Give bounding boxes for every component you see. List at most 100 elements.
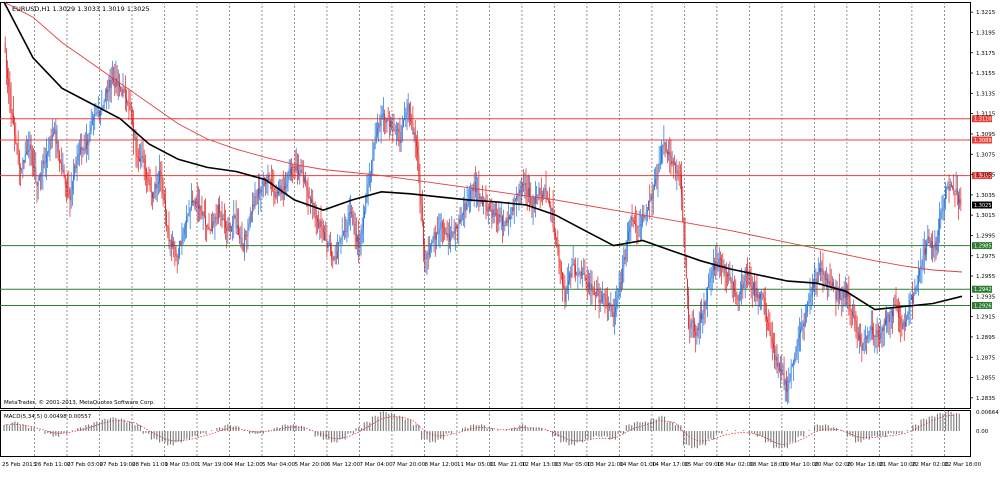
candle-body [711,270,713,277]
x-tick-label: 5 Mar 20:00 [294,462,328,468]
candle-body [571,265,573,277]
candle-body [373,142,375,156]
candle-body [613,312,615,317]
candle-body [119,82,120,88]
candle-body [880,332,882,339]
candle-body [573,263,575,265]
candle-body [318,222,320,228]
candle-body [385,120,387,123]
candle-body [683,221,685,236]
candle-body [481,200,483,207]
candle-body [352,214,354,225]
candle-body [466,202,468,210]
candle-body [889,312,891,323]
level-badge [972,201,992,209]
candle-body [886,315,887,325]
candle-body [18,153,20,168]
candle-body [870,326,872,330]
candle-body [130,110,132,119]
candle-body [919,269,920,276]
candle-body [315,215,317,219]
level-badge [972,301,992,309]
candle-body [856,325,858,333]
candle-body [143,158,145,169]
candle-body [606,304,608,306]
macd-y-label: 0.00 [976,429,989,435]
candle-body [565,291,567,303]
candle-body [239,235,241,239]
candle-body [141,156,143,158]
x-tick-label: 13 Mar 21:00 [587,462,624,468]
candle-body [698,321,700,331]
candle-body [844,291,846,298]
candle-body [219,204,221,213]
macd-y-label: 0.00664 [976,410,999,416]
y-tick-label: 1.2955 [976,274,996,280]
candle-body [634,221,635,224]
candle-body [850,310,852,312]
candle-body [690,322,692,329]
candle-body [691,320,693,323]
candle-body [465,203,467,210]
x-tick-label: 14 Mar 17:00 [652,462,689,468]
candle-body [13,114,14,125]
candle-body [102,106,104,108]
level-badge-label: 1.2942 [974,287,992,293]
candle-body [46,154,47,163]
candle-body [941,210,943,212]
candle-body [915,287,917,288]
candle-body [509,217,510,220]
candle-body [511,207,513,216]
candle-body [54,129,56,134]
candle-body [213,222,215,224]
candle-body [582,274,583,276]
candle-body [796,345,798,352]
candle-body [879,337,880,339]
candle-body [907,314,909,320]
candle-body [721,259,723,267]
candle-body [557,239,559,248]
y-tick-label: 1.3095 [976,132,996,138]
x-tick-label: 18 Mar 18:00 [749,462,786,468]
candle-body [862,343,864,351]
candle-body [63,169,65,175]
candle-body [699,313,701,322]
candle-body [453,231,455,234]
candle-body [160,171,162,175]
candle-body [817,271,819,283]
candle-body [254,196,256,207]
candle-body [758,294,760,299]
candle-body [715,261,717,271]
candle-body [536,194,538,196]
candle-body [388,119,390,127]
candle-body [559,261,561,268]
candle-body [61,162,63,171]
candle-body [56,141,58,144]
y-tick-label: 1.2895 [976,335,996,341]
candle-body [681,174,682,198]
candle-body [313,203,315,205]
candle-body [86,141,87,149]
candle-body [628,232,629,240]
candle-body [533,197,535,204]
candle-body [809,295,811,303]
candle-body [439,227,441,231]
candle-body [760,293,761,299]
candle-body [212,222,213,232]
candle-body [678,174,680,176]
candle-body [265,180,267,184]
candle-body [220,212,222,215]
candle-body [503,225,505,227]
candle-body [781,368,783,375]
candle-body [234,215,236,219]
candle-body [882,327,884,332]
candle-body [630,216,632,228]
candle-body [144,168,146,170]
candle-body [456,226,457,228]
candle-body [894,304,896,305]
candle-body [476,189,477,192]
candle-body [346,228,348,232]
candle-body [830,284,832,286]
candle-body [23,160,25,163]
